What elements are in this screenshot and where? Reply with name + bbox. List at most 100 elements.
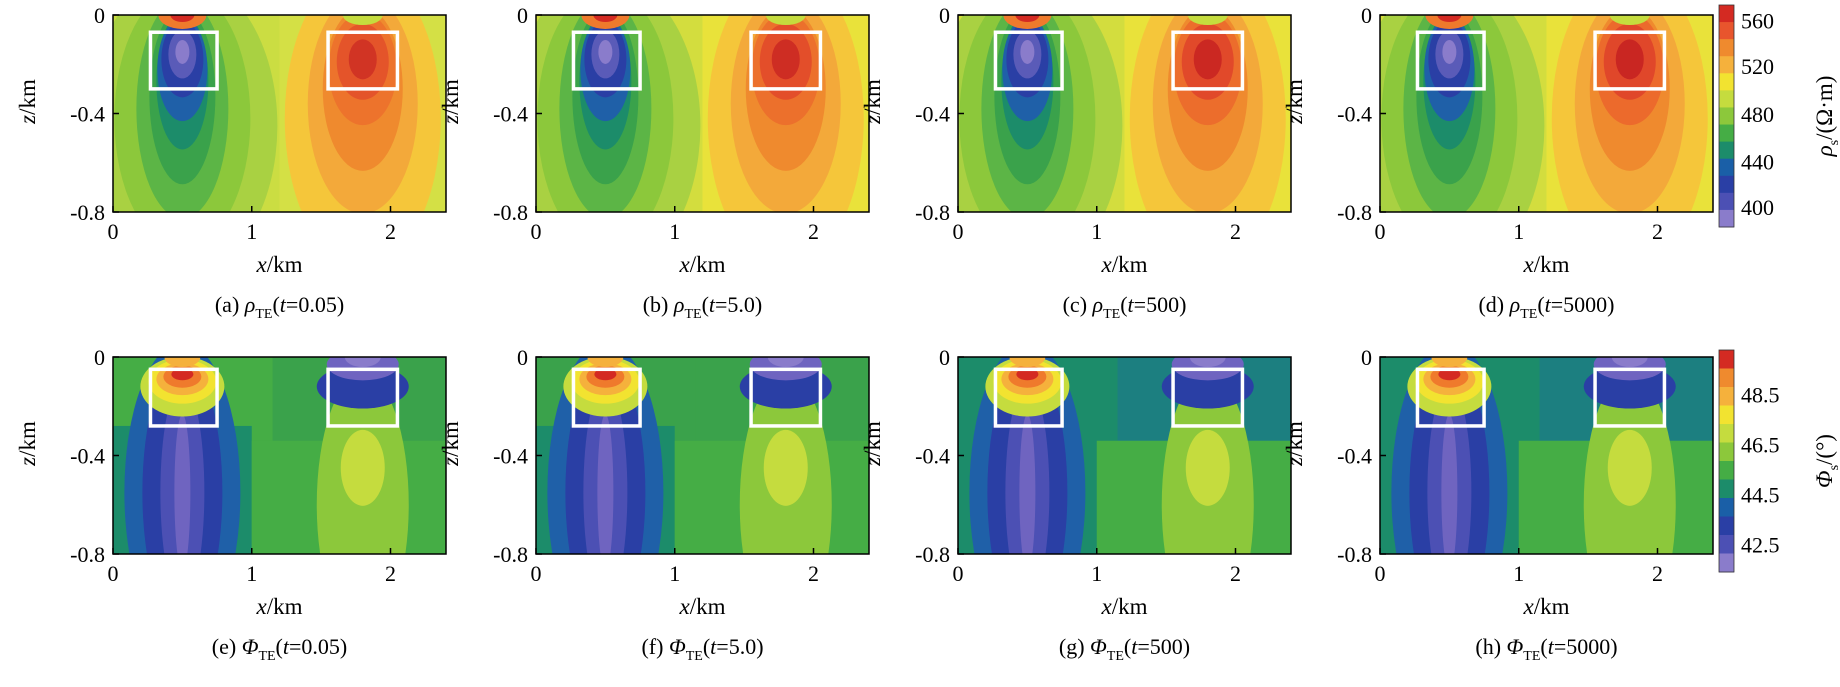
panel-caption: (h) ΦTE(t=5000) [1475,634,1617,664]
anomaly-box-left [148,367,219,428]
x-tick-label: 1 [669,219,680,244]
colorbar-swatch [1719,124,1734,143]
z-tick-label: -0.8 [70,200,105,225]
z-tick-label: 0 [1361,345,1372,370]
anomaly-box-left [993,30,1064,91]
colorbar-tick-label: 480 [1741,102,1774,127]
panel-caption: (f) ΦTE(t=5.0) [641,634,763,664]
contour-field [113,357,446,554]
z-tick-label: 0 [94,345,105,370]
z-tick-label: -0.8 [915,200,950,225]
z-tick-label: -0.4 [70,102,105,127]
colorbar-swatch [1719,192,1734,211]
contour-field [958,357,1291,554]
x-tick-label: 2 [808,219,819,244]
anomaly-box-right [1171,30,1245,91]
anomaly-box-right [1593,30,1667,91]
colorbar-swatch [1719,424,1734,443]
x-axis-label: x/km [679,252,726,277]
x-tick-label: 0 [108,219,119,244]
panel-c: 0 1 2 0 -0.4 -0.8 x/km z/km (c) ρTE(t=500) [860,3,1292,322]
colorbar-swatch [1719,479,1734,499]
z-tick-label: -0.4 [493,102,528,127]
panel-caption: (b) ρTE(t=5.0) [643,292,763,322]
x-tick-label: 2 [808,561,819,586]
anomaly-box-right [326,367,400,428]
z-axis-label: z/km [15,421,40,467]
x-tick-label: 1 [1091,219,1102,244]
colorbar-swatch [1719,498,1734,517]
z-axis-label: z/km [860,421,885,467]
colorbar-swatch [1719,158,1734,177]
colorbar-swatch [1719,405,1734,425]
x-tick-label: 1 [1091,561,1102,586]
x-axis-label: x/km [256,594,303,619]
panel-caption: (g) ΦTE(t=500) [1059,634,1190,664]
x-tick-label: 1 [246,561,257,586]
z-tick-label: -0.8 [1337,542,1372,567]
panel-g: 0 1 2 0 -0.4 -0.8 x/km z/km (g) ΦTE(t=500) [860,345,1292,664]
colorbar-tick-label: 520 [1741,54,1774,79]
anomaly-box-right [749,367,823,428]
colorbar-swatch [1719,442,1734,462]
anomaly-box-right [749,30,823,91]
x-tick-label: 2 [1230,219,1241,244]
colorbar-rho: 560 520 480 440 400 ρs/(Ω·m) [1718,4,1840,228]
z-axis-label: z/km [860,79,885,125]
z-axis-label: z/km [1282,79,1307,125]
z-tick-label: -0.4 [493,444,528,469]
panel-f: 0 1 2 0 -0.4 -0.8 x/km z/km (f) ΦTE(t=5.0) [438,345,870,664]
colorbar-tick-label: 44.5 [1741,482,1780,507]
colorbar-phi: 48.5 46.5 44.5 42.5 Φs/(°) [1718,349,1840,573]
anomaly-box-right [1593,367,1667,428]
anomaly-box-right [1171,367,1245,428]
z-tick-label: 0 [939,345,950,370]
panel-a: 0 1 2 0 -0.4 -0.8 x/km z/km (a) ρTE(t=0.05) [15,3,447,322]
x-tick-label: 1 [246,219,257,244]
z-tick-label: 0 [939,3,950,28]
x-tick-label: 1 [1513,219,1524,244]
contour-field [1380,15,1713,212]
x-tick-label: 0 [108,561,119,586]
colorbar-swatch [1719,175,1734,194]
z-tick-label: -0.4 [1337,102,1372,127]
x-axis-label: x/km [1523,594,1570,619]
colorbar-tick-label: 560 [1741,9,1774,34]
x-tick-label: 1 [669,561,680,586]
z-tick-label: -0.8 [915,542,950,567]
colorbar-swatch [1719,553,1734,573]
z-tick-label: -0.4 [915,102,950,127]
colorbar-label: ρs/(Ω·m) [1812,76,1840,158]
z-tick-label: -0.8 [493,542,528,567]
x-tick-label: 2 [1230,561,1241,586]
x-axis-label: x/km [256,252,303,277]
z-tick-label: 0 [94,3,105,28]
colorbar-swatch [1719,73,1734,91]
z-tick-label: 0 [517,3,528,28]
x-tick-label: 2 [1652,561,1663,586]
x-tick-label: 0 [953,219,964,244]
panel-h: 0 1 2 0 -0.4 -0.8 x/km z/km (h) ΦTE(t=5000) [1282,345,1714,664]
z-tick-label: -0.4 [70,444,105,469]
x-tick-label: 2 [385,219,396,244]
x-tick-label: 0 [1375,219,1386,244]
colorbar-tick-label: 48.5 [1741,382,1780,407]
x-tick-label: 2 [385,561,396,586]
contour-field [536,15,869,212]
anomaly-box-left [993,367,1064,428]
x-tick-label: 1 [1513,561,1524,586]
z-tick-label: -0.4 [1337,444,1372,469]
colorbar-swatch [1719,141,1734,160]
colorbar-swatch [1719,350,1734,369]
anomaly-box-right [326,30,400,91]
colorbar-swatch [1719,107,1734,126]
panel-d: 0 1 2 0 -0.4 -0.8 x/km z/km (d) ρTE(t=5000) [1282,3,1714,322]
colorbar-swatch [1719,90,1734,108]
panel-caption: (e) ΦTE(t=0.05) [212,634,347,664]
colorbar-tick-label: 46.5 [1741,432,1780,457]
colorbar-swatch [1719,516,1734,536]
colorbar-label: Φs/(°) [1812,434,1840,488]
contour-field [1380,357,1713,554]
z-tick-label: 0 [1361,3,1372,28]
